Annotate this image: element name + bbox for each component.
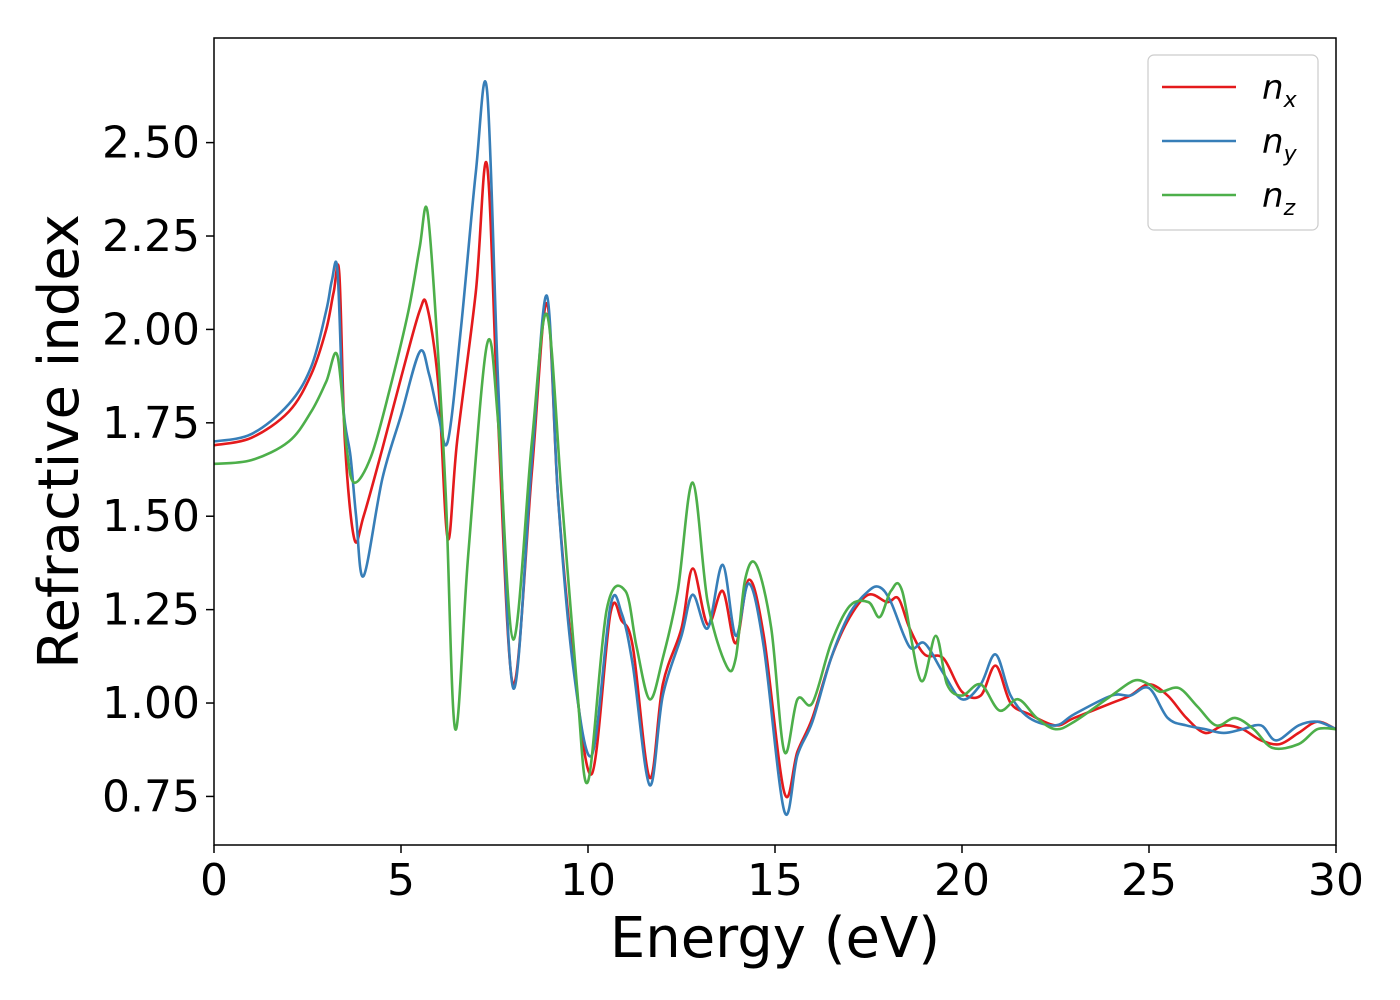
y-axis-label: Refractive index xyxy=(27,214,92,669)
series-line-n-z xyxy=(214,205,1336,785)
x-tick-label: 15 xyxy=(747,855,803,906)
legend-box xyxy=(1147,54,1319,231)
y-axis: 0.75 1.00 1.25 1.50 1.75 2.00 2.25 2.50 xyxy=(102,118,214,822)
x-axis-label: Energy (eV) xyxy=(610,906,940,971)
y-tick-label: 2.25 xyxy=(102,211,200,262)
y-tick-label: 1.75 xyxy=(102,398,200,449)
y-tick-label: 2.50 xyxy=(102,118,200,169)
y-tick-label: 1.00 xyxy=(102,678,200,729)
legend-entry-n-y: ny xyxy=(1262,122,1298,167)
x-tick-label: 30 xyxy=(1308,855,1364,906)
legend-entry-n-z: nz xyxy=(1262,176,1296,221)
x-tick-label: 5 xyxy=(387,855,415,906)
series-layer xyxy=(214,80,1336,816)
x-tick-label: 0 xyxy=(200,855,228,906)
y-tick-label: 1.25 xyxy=(102,585,200,636)
series-line-n-x xyxy=(214,160,1336,799)
y-tick-label: 1.50 xyxy=(102,491,200,542)
y-tick-label: 2.00 xyxy=(102,304,200,355)
series-line-n-y xyxy=(214,80,1336,816)
legend: nx ny nz xyxy=(1147,54,1319,231)
x-tick-label: 20 xyxy=(934,855,990,906)
x-tick-label: 10 xyxy=(560,855,616,906)
legend-entry-n-x: nx xyxy=(1262,68,1298,113)
x-tick-label: 25 xyxy=(1121,855,1177,906)
y-tick-label: 0.75 xyxy=(102,771,200,822)
x-axis: 0 5 10 15 20 25 30 xyxy=(200,845,1364,906)
